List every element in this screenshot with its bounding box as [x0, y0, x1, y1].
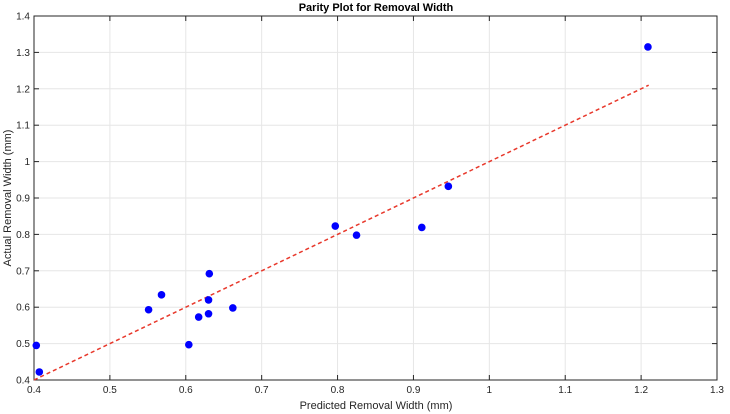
y-tick-label: 1 [24, 157, 30, 168]
y-tick-label: 1.4 [16, 12, 30, 23]
points-layer [32, 43, 652, 376]
data-point [444, 182, 453, 191]
y-axis-label: Actual Removal Width (mm) [2, 130, 14, 267]
tick-labels-layer: 0.4 0.5 0.6 0.7 0.8 0.9 1 1.1 1.2 1.3 0.4 0.5 0.6 0.7… [16, 12, 724, 397]
y-tick-label: 0.6 [16, 303, 30, 314]
data-point [144, 305, 153, 314]
y-tick-label: 1.3 [16, 48, 30, 59]
chart-title: Parity Plot for Removal Width [299, 2, 454, 14]
x-tick-label: 0.5 [103, 385, 117, 396]
data-point [32, 341, 41, 350]
y-tick-label: 1.1 [16, 121, 30, 132]
data-point [644, 43, 652, 51]
x-tick-label: 0.7 [255, 385, 269, 396]
y-tick-label: 0.5 [16, 339, 30, 350]
x-tick-label: 1.3 [710, 385, 724, 396]
x-tick-label: 1.1 [558, 385, 572, 396]
data-point [229, 304, 237, 312]
y-tick-label: 0.7 [16, 266, 30, 277]
x-axis-label: Predicted Removal Width (mm) [300, 400, 453, 412]
x-tick-label: 0.8 [331, 385, 345, 396]
data-point [35, 368, 44, 376]
y-tick-label: 0.8 [16, 230, 30, 241]
data-point [204, 309, 213, 318]
x-tick-label: 0.9 [406, 385, 420, 396]
data-point [352, 231, 361, 239]
x-tick-label: 1 [487, 385, 493, 396]
parity-line [33, 84, 650, 381]
grid-layer [33, 15, 718, 381]
data-point [417, 223, 426, 232]
x-tick-label: 1.2 [634, 385, 648, 396]
data-point [194, 313, 203, 321]
x-tick-label: 0.4 [27, 385, 41, 396]
data-point [204, 296, 213, 304]
data-point [205, 269, 214, 278]
y-tick-label: 0.4 [16, 376, 30, 387]
data-point [185, 340, 193, 349]
y-tick-label: 0.9 [16, 194, 30, 205]
y-tick-label: 1.2 [16, 84, 30, 95]
axes-layer [33, 15, 718, 381]
parity-line-layer [33, 84, 650, 381]
data-point [157, 291, 166, 299]
data-point [331, 222, 340, 230]
x-tick-label: 0.6 [179, 385, 193, 396]
